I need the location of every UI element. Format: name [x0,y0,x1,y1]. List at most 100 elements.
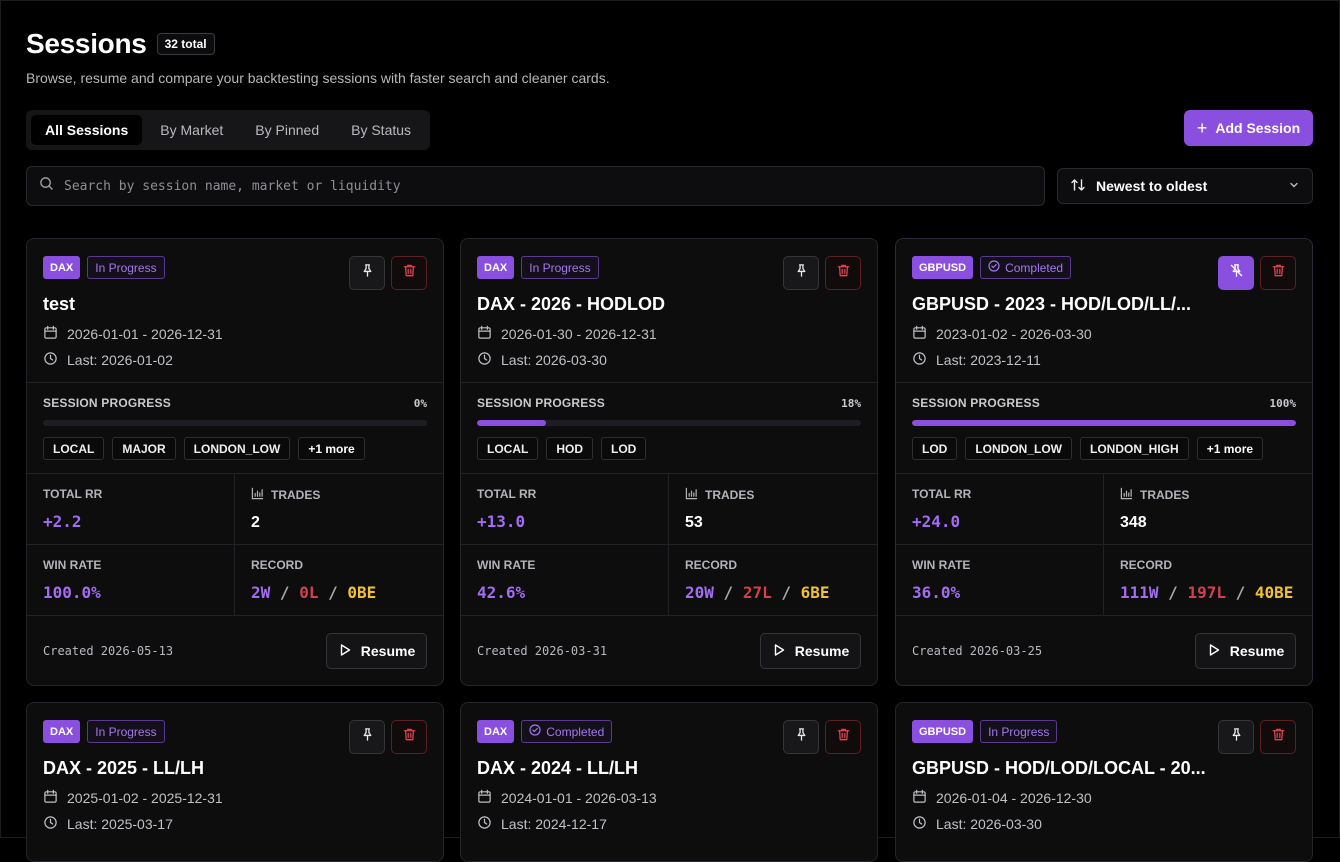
last-activity: Last: 2024-12-17 [477,815,861,833]
session-progress: SESSION PROGRESS 0% LOCAL MAJOR LONDON_LOW +1… [27,383,443,460]
trades-stat: TRADES 348 [1104,474,1312,545]
trash-icon [836,263,851,283]
total-rr-value: +2.2 [43,512,82,531]
delete-button[interactable] [825,256,861,290]
total-rr-value: +13.0 [477,512,526,531]
page-header: Sessions 32 total Browse, resume and com… [26,28,610,86]
tab-all-sessions[interactable]: All Sessions [31,115,143,145]
created-date: Created 2026-03-25 [912,644,1043,658]
tab-by-market[interactable]: By Market [160,122,224,138]
liquidity-tag: LOCAL [477,437,539,460]
play-icon [1207,643,1221,660]
session-count-badge: 32 total [156,33,215,55]
add-session-button[interactable]: + Add Session [1184,110,1313,146]
record-separator: / [781,583,792,602]
last-activity: Last: 2026-01-02 [43,351,427,369]
unpin-button[interactable] [1218,256,1254,290]
record-breakeven: 6BE [800,583,830,602]
delete-button[interactable] [391,720,427,754]
session-name: DAX - 2024 - LL/LH [477,758,639,778]
trades-label-text: TRADES [705,488,755,502]
progress-fill [477,420,547,426]
delete-button[interactable] [1260,720,1296,754]
progress-percent: 18% [841,396,861,410]
session-name: test [43,294,76,314]
liquidity-tag: LOCAL [43,437,105,460]
delete-button[interactable] [825,720,861,754]
date-range: 2026-01-01 - 2026-12-31 [43,325,427,343]
search-input[interactable] [64,178,1032,194]
more-tags-button[interactable]: +1 more [1196,437,1264,460]
session-progress: SESSION PROGRESS 100% LOD LONDON_LOW LONDON_… [896,383,1312,460]
more-tags-button[interactable]: +1 more [298,437,365,460]
pin-button[interactable] [783,256,819,290]
sort-selected-label: Newest to oldest [1096,178,1208,194]
total-rr-label: TOTAL RR [912,487,972,501]
liquidity-tags: LOCAL MAJOR LONDON_LOW +1 more [43,437,427,460]
win-rate-label: WIN RATE [43,558,102,572]
session-card-2: DAX In Progress DAX - 2026 - HODLOD 202 [460,238,878,686]
win-rate-stat: WIN RATE 42.6% [461,545,669,616]
progress-label: SESSION PROGRESS [477,396,605,410]
trash-icon [836,727,851,747]
liquidity-tag: LOD [601,437,647,460]
trades-value: 2 [251,514,260,531]
pin-button[interactable] [349,720,385,754]
progress-label: SESSION PROGRESS [912,396,1040,410]
record-stat: RECORD 2W / 0L / 0BE [235,545,443,616]
total-rr-stat: TOTAL RR +2.2 [27,474,235,545]
record-wins: 2W [251,583,271,602]
tab-by-pinned[interactable]: By Pinned [255,122,320,138]
resume-button[interactable]: Resume [326,633,427,669]
pin-icon [1229,727,1244,747]
progress-bar [912,420,1296,426]
win-rate-label: WIN RATE [912,558,971,572]
pin-button[interactable] [1218,720,1254,754]
session-card-6: GBPUSD In Progress GBPUSD - HOD/LOD/LOCA… [895,702,1313,862]
pin-off-icon [1229,263,1244,283]
resume-button[interactable]: Resume [760,633,861,669]
resume-button[interactable]: Resume [1195,633,1296,669]
play-icon [338,643,352,660]
created-date: Created 2026-03-31 [477,644,608,658]
sort-arrows-icon [1070,177,1086,196]
page-subtitle: Browse, resume and compare your backtest… [26,70,610,86]
bar-chart-icon [685,487,698,503]
bar-chart-icon [251,487,264,503]
status-chip: Completed [980,256,1072,279]
card-footer: Created 2026-05-13 Resume [27,616,443,685]
session-name: GBPUSD - 2023 - HOD/LOD/LL/... [912,294,1192,314]
progress-header: SESSION PROGRESS 0% [43,396,427,410]
progress-label: SESSION PROGRESS [43,396,171,410]
progress-header: SESSION PROGRESS 18% [477,396,861,410]
last-activity: Last: 2026-03-30 [912,815,1296,833]
record-stat: RECORD 20W / 27L / 6BE [669,545,877,616]
total-rr-stat: TOTAL RR +24.0 [896,474,1104,545]
date-range: 2023-01-02 - 2026-03-30 [912,325,1296,343]
session-stats: TOTAL RR +24.0 TRADES 348 WIN RATE 36.0% RECOR… [896,473,1312,616]
win-rate-value: 42.6% [477,583,526,602]
status-chip: In Progress [87,720,165,743]
delete-button[interactable] [1260,256,1296,290]
session-stats: TOTAL RR +2.2 TRADES 2 WIN RATE 100.0% RECORD 2… [27,473,443,616]
win-rate-label: WIN RATE [477,558,536,572]
record-losses: 0L [299,583,319,602]
record-separator: / [279,583,290,602]
record-value: 2W / 0L / 0BE [251,583,427,602]
pin-button[interactable] [783,720,819,754]
progress-bar [477,420,861,426]
sort-select[interactable]: Newest to oldest [1057,168,1313,204]
page-title: Sessions [26,28,147,59]
add-session-label: Add Session [1215,120,1301,136]
tab-by-status[interactable]: By Status [351,122,412,138]
session-card-4: DAX In Progress DAX - 2025 - LL/LH 2025 [26,702,444,862]
market-chip: GBPUSD [912,720,974,743]
clock-icon [912,351,927,369]
liquidity-tag: HOD [546,437,593,460]
record-value: 20W / 27L / 6BE [685,583,861,602]
card-divider [461,382,877,383]
view-tabs: All Sessions By Market By Pinned By Stat… [26,110,431,150]
delete-button[interactable] [391,256,427,290]
pin-button[interactable] [349,256,385,290]
calendar-icon [43,325,58,343]
